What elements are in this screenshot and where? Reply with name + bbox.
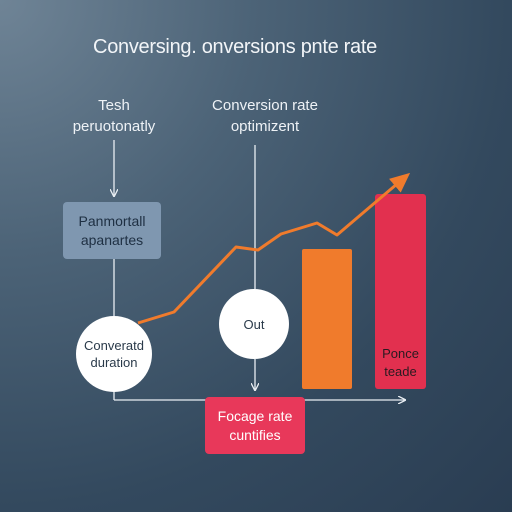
diagram-title: Conversing. onversions pnte rate bbox=[93, 36, 377, 58]
label-left-line-1: Tesh bbox=[98, 97, 130, 114]
red-bar bbox=[375, 194, 426, 389]
trend-line bbox=[137, 172, 411, 325]
circle-left-line-1: Converatd bbox=[84, 338, 144, 353]
label-left-line-2: peruotonatly bbox=[72, 118, 156, 135]
panel-box: Panmortall apanartes bbox=[63, 202, 161, 259]
circle-mid-node: Out bbox=[219, 289, 289, 359]
panel-box-line-2: apanartes bbox=[80, 231, 144, 248]
circle-left-node: Converatd duration bbox=[76, 316, 152, 392]
orange-bar bbox=[302, 249, 352, 389]
red-bar-label-line-1: Ponce bbox=[382, 346, 419, 361]
bottom-box-line-2: cuntifies bbox=[229, 426, 281, 443]
red-bar-label-line-2: teade bbox=[384, 364, 417, 379]
panel-box-line-1: Panmortall bbox=[78, 212, 146, 229]
bottom-box-line-1: Focage rate bbox=[217, 407, 293, 424]
label-mid-line-1: Conversion rate bbox=[212, 97, 318, 114]
circle-left-line-2: duration bbox=[90, 355, 138, 370]
label-mid-line-2: optimizent bbox=[230, 118, 300, 135]
bottom-box: Focage rate cuntifies bbox=[205, 397, 305, 454]
red-bar-label: Ponce teade bbox=[375, 345, 426, 381]
label-mid: Conversion rate optimizent bbox=[190, 95, 340, 137]
label-left: Tesh peruotonatly bbox=[58, 95, 170, 137]
circle-mid-label: Out bbox=[243, 316, 265, 332]
